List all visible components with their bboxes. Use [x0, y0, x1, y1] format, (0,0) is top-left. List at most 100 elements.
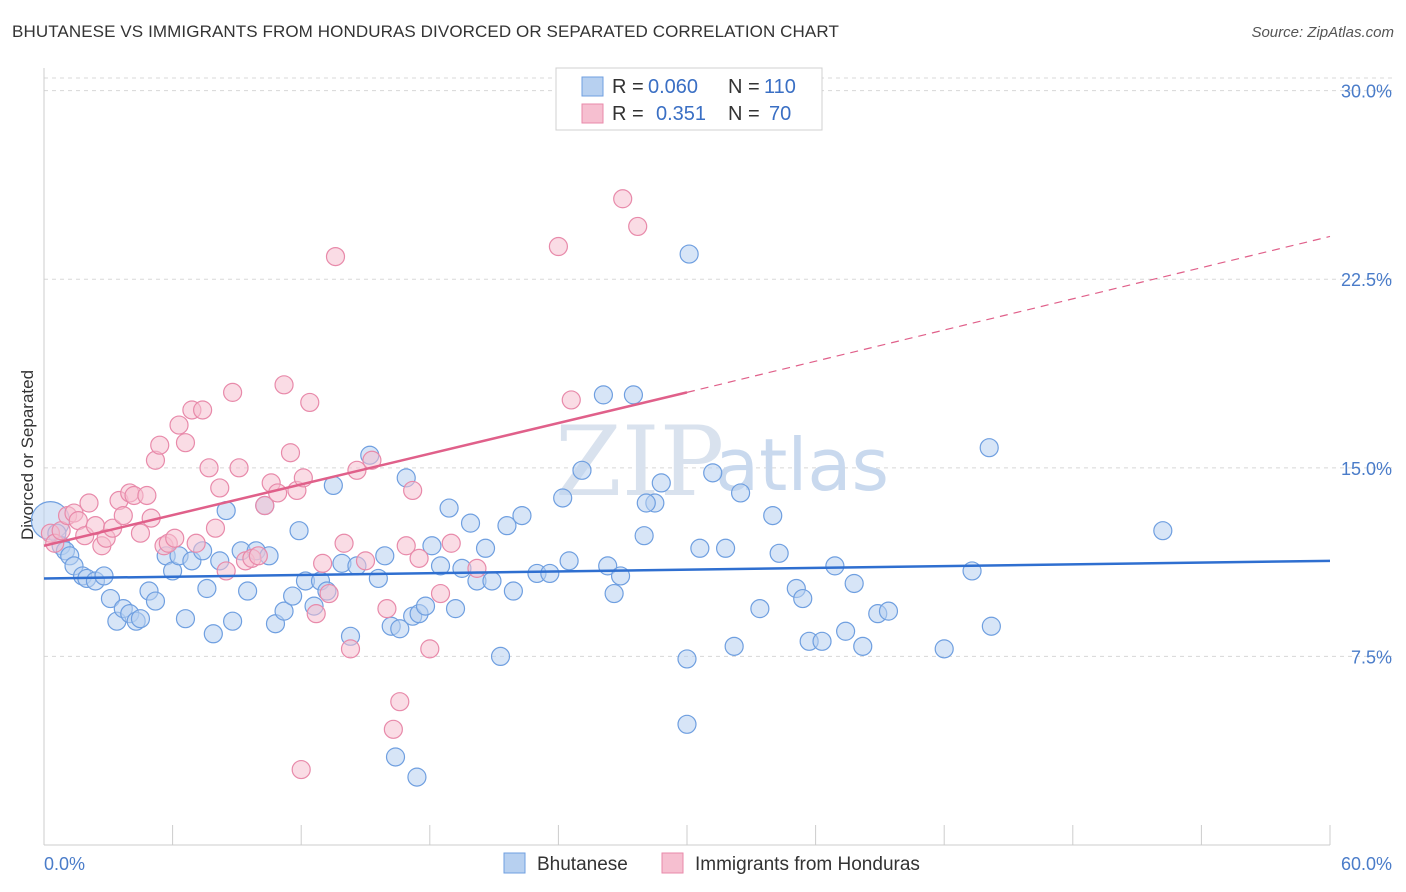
bhutanese-point-67: [512, 505, 532, 526]
series-honduras-points: [40, 189, 648, 780]
bhutanese-point-81: [677, 649, 697, 669]
bhutanese-point-57: [439, 498, 459, 518]
honduras-point-34: [229, 458, 249, 478]
bottom-legend-label-2: Immigrants from Honduras: [695, 854, 920, 875]
honduras-point-49: [325, 246, 346, 267]
honduras-point-51: [340, 639, 361, 659]
bhutanese-point-35: [274, 601, 294, 621]
bottom-legend-swatch-blue: [503, 852, 526, 874]
bhutanese-point-63: [482, 571, 502, 591]
bhutanese-point-93: [812, 631, 832, 651]
honduras-point-17: [137, 485, 157, 506]
bhutanese-point-55: [422, 536, 442, 556]
trend-lines: [43, 235, 1331, 580]
honduras-point-62: [430, 583, 451, 604]
honduras-point-27: [186, 533, 206, 553]
legend-n-label-2: N =: [728, 103, 760, 125]
bhutanese-trend-line: [43, 559, 1331, 580]
bhutanese-point-77: [634, 526, 654, 546]
bhutanese-point-100: [934, 639, 954, 659]
honduras-trend-line: [43, 391, 688, 547]
honduras-point-59: [403, 480, 423, 501]
honduras-point-61: [420, 639, 440, 659]
honduras-point-25: [175, 433, 196, 453]
bhutanese-point-64: [490, 646, 511, 667]
honduras-point-57: [390, 692, 410, 712]
honduras-point-68: [291, 759, 311, 780]
bhutanese-point-56: [430, 556, 451, 576]
bhutanese-point-106: [385, 747, 406, 767]
bottom-legend: Bhutanese Immigrants from Honduras: [503, 852, 920, 875]
bottom-legend-swatch-pink: [661, 852, 684, 874]
bhutanese-point-107: [407, 767, 427, 787]
bhutanese-point-97: [853, 636, 873, 656]
bhutanese-point-24: [197, 578, 217, 599]
bhutanese-point-66: [503, 581, 523, 601]
y-tick-labels: 7.5% 15.0% 22.5% 30.0%: [1341, 82, 1392, 668]
bhutanese-point-85: [724, 636, 744, 656]
honduras-point-16: [130, 523, 151, 543]
honduras-point-31: [210, 478, 230, 498]
legend-r-label-1: R =: [612, 76, 644, 98]
honduras-point-67: [628, 216, 648, 237]
bhutanese-point-109: [636, 493, 656, 513]
bhutanese-point-104: [1153, 521, 1173, 541]
bhutanese-point-108: [593, 385, 614, 405]
honduras-point-58: [396, 536, 416, 556]
bhutanese-point-60: [460, 513, 481, 533]
bhutanese-point-103: [979, 438, 999, 458]
bhutanese-point-84: [715, 538, 736, 558]
honduras-trend-line-extension: [686, 235, 1331, 393]
bhutanese-point-47: [368, 568, 388, 589]
honduras-point-41: [274, 375, 294, 395]
bhutanese-point-30: [238, 581, 258, 601]
bhutanese-point-65: [497, 516, 517, 536]
bhutanese-point-79: [651, 473, 671, 493]
x-tick-label-max: 60.0%: [1341, 854, 1392, 874]
bhutanese-point-94: [825, 556, 845, 576]
bhutanese-point-70: [553, 488, 573, 508]
honduras-point-33: [223, 382, 243, 402]
honduras-point-29: [199, 458, 219, 478]
chart-title: BHUTANESE VS IMMIGRANTS FROM HONDURAS DI…: [12, 22, 839, 41]
legend-r-value-2: 0.351: [656, 103, 706, 125]
legend-box: R = 0.060 N = 110 R = 0.351 N = 70: [555, 67, 823, 131]
honduras-point-54: [362, 450, 382, 470]
bhutanese-point-21: [175, 609, 196, 629]
honduras-point-60: [409, 548, 429, 568]
bhutanese-point-74: [604, 583, 624, 604]
bhutanese-point-58: [445, 599, 466, 619]
bhutanese-point-99: [878, 601, 899, 621]
honduras-point-46: [306, 604, 326, 624]
bhutanese-point-48: [375, 546, 395, 566]
bhutanese-point-91: [793, 588, 813, 609]
source-label: Source: ZipAtlas.com: [1251, 24, 1394, 41]
honduras-point-56: [383, 719, 403, 739]
bhutanese-point-95: [836, 621, 856, 641]
honduras-point-7: [79, 493, 99, 513]
honduras-point-50: [334, 533, 354, 553]
honduras-point-40: [268, 483, 288, 503]
bhutanese-point-9: [94, 566, 114, 586]
bhutanese-point-83: [703, 463, 723, 483]
honduras-point-42: [280, 443, 301, 463]
bhutanese-point-62: [475, 538, 496, 558]
bhutanese-point-88: [763, 505, 783, 526]
watermark: ZIP atlas: [555, 406, 889, 518]
bhutanese-point-15: [130, 609, 151, 629]
y-tick-label-3: 30.0%: [1341, 82, 1392, 102]
honduras-point-28: [193, 400, 213, 420]
y-tick-label-2: 22.5%: [1341, 270, 1392, 290]
honduras-point-23: [165, 528, 185, 548]
y-tick-label-0: 7.5%: [1351, 647, 1392, 667]
bhutanese-point-69: [540, 563, 560, 584]
bottom-legend-label-1: Bhutanese: [537, 854, 628, 875]
honduras-point-55: [377, 599, 397, 619]
honduras-point-69: [561, 390, 581, 410]
x-tick-label-min: 0.0%: [44, 854, 85, 874]
honduras-point-47: [313, 553, 333, 573]
legend-swatch-blue: [581, 76, 604, 97]
y-axis-label: Divorced or Separated: [18, 370, 37, 540]
honduras-point-65: [548, 236, 569, 257]
